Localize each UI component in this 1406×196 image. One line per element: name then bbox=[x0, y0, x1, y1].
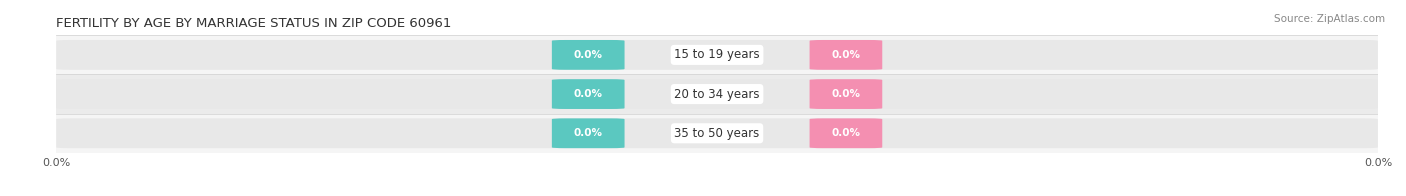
FancyBboxPatch shape bbox=[810, 40, 883, 70]
Text: Source: ZipAtlas.com: Source: ZipAtlas.com bbox=[1274, 14, 1385, 24]
FancyBboxPatch shape bbox=[810, 118, 883, 148]
FancyBboxPatch shape bbox=[551, 40, 624, 70]
Text: FERTILITY BY AGE BY MARRIAGE STATUS IN ZIP CODE 60961: FERTILITY BY AGE BY MARRIAGE STATUS IN Z… bbox=[56, 17, 451, 30]
Bar bbox=[56, 35, 1378, 74]
Text: 0.0%: 0.0% bbox=[831, 50, 860, 60]
Text: 0.0%: 0.0% bbox=[574, 128, 603, 138]
Text: 0.0%: 0.0% bbox=[831, 89, 860, 99]
Text: 0.0%: 0.0% bbox=[831, 128, 860, 138]
Bar bbox=[56, 74, 1378, 114]
Text: 35 to 50 years: 35 to 50 years bbox=[675, 127, 759, 140]
Text: 0.0%: 0.0% bbox=[574, 89, 603, 99]
Text: 0.0%: 0.0% bbox=[574, 50, 603, 60]
Text: 15 to 19 years: 15 to 19 years bbox=[675, 48, 759, 61]
FancyBboxPatch shape bbox=[551, 79, 624, 109]
Bar bbox=[56, 114, 1378, 153]
FancyBboxPatch shape bbox=[810, 79, 883, 109]
FancyBboxPatch shape bbox=[56, 118, 1378, 148]
Text: 20 to 34 years: 20 to 34 years bbox=[675, 88, 759, 101]
FancyBboxPatch shape bbox=[56, 79, 1378, 109]
FancyBboxPatch shape bbox=[551, 118, 624, 148]
FancyBboxPatch shape bbox=[56, 40, 1378, 70]
